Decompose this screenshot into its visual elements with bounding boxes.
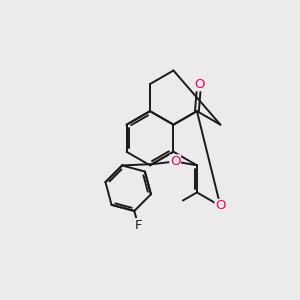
Text: O: O bbox=[215, 200, 226, 212]
Text: O: O bbox=[194, 78, 204, 91]
Text: F: F bbox=[134, 219, 142, 232]
Text: O: O bbox=[170, 155, 180, 168]
